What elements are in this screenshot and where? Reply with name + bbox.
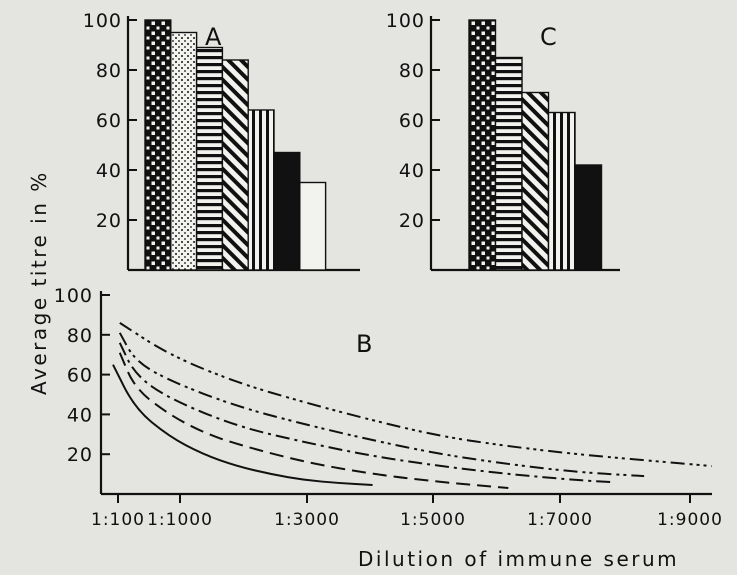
panel-a-bar <box>299 181 327 271</box>
panel-b-label: B <box>356 330 372 358</box>
panel-a-y-tick-label: 40 <box>96 160 122 182</box>
panel-c-y-tick-label: 100 <box>386 10 425 32</box>
panel-a-y-tick-label: 20 <box>96 210 122 232</box>
panel-a-bar <box>170 31 198 271</box>
panel-b-x-tick-label: 1:5000 <box>400 510 466 530</box>
panel-c-bar <box>521 91 550 271</box>
panel-c-y-tick-label: 40 <box>399 160 425 182</box>
x-axis-label: Dilution of immune serum <box>358 547 679 571</box>
panel-b-series-solid-line <box>112 364 373 487</box>
panel-b-y-tick-label: 20 <box>67 444 93 466</box>
panel-a-y-tick-label: 60 <box>96 110 122 132</box>
panel-b-y-tick-label: 100 <box>54 285 93 307</box>
panel-b-x-tick-label: 1:100 <box>91 510 145 530</box>
panel-a-bar <box>221 59 249 271</box>
panel-b-series-dashdot-line <box>118 342 611 484</box>
panel-b-y-tick-label: 40 <box>67 404 93 426</box>
panel-a-bar <box>195 46 224 271</box>
panel-c-y-tick-label: 60 <box>399 110 425 132</box>
panel-b-series-dash-line <box>118 352 509 490</box>
panel-c-y-tick-label: 20 <box>399 210 425 232</box>
panel-b-y-tick-label: 80 <box>67 325 93 347</box>
panel-c-bar <box>494 56 523 271</box>
panel-c-bar <box>468 19 497 271</box>
panel-c-bar <box>574 164 603 271</box>
panel-b-y-tick-label: 60 <box>67 365 93 387</box>
panel-c-label: C <box>540 23 557 51</box>
panel-b-series-dashdotdotdot-line <box>119 322 713 468</box>
panel-c-bar <box>547 111 576 271</box>
panel-a-bar <box>273 151 301 271</box>
panel-b-x-tick-label: 1:3000 <box>274 510 340 530</box>
panel-a-label: A <box>205 23 222 51</box>
panel-a-y-tick-label: 80 <box>96 60 122 82</box>
panel-b-x-tick-label: 1:7000 <box>527 510 593 530</box>
panel-b-x-tick-label: 1:9000 <box>657 510 723 530</box>
y-axis-label: Average titre in % <box>27 170 51 395</box>
panel-b-series-dashdotdot-line <box>118 332 645 478</box>
panel-c-y-tick-label: 80 <box>399 60 425 82</box>
panel-b-x-tick-label: 1:1000 <box>147 510 213 530</box>
panel-a-y-tick-label: 100 <box>83 10 122 32</box>
panel-a-bar <box>247 109 275 271</box>
panel-a-bar <box>144 19 172 271</box>
